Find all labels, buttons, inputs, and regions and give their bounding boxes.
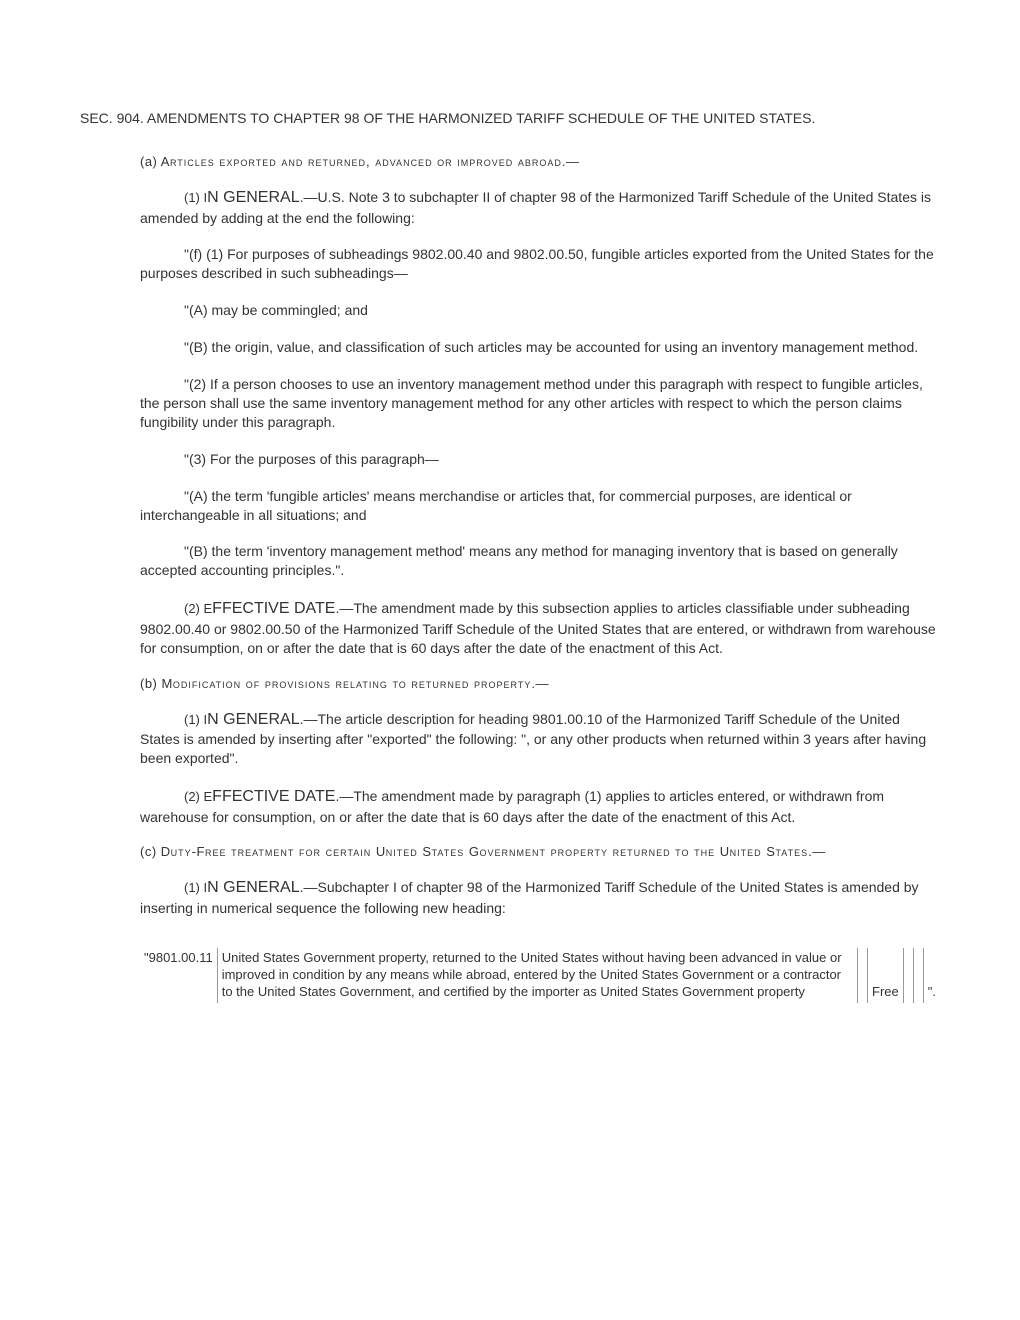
empty-col-1 bbox=[858, 948, 868, 1003]
section-title: SEC. 904. AMENDMENTS TO CHAPTER 98 OF TH… bbox=[80, 110, 940, 126]
sub-c-caps5: overnment property returned to the bbox=[480, 844, 720, 859]
sub-c-prefix: (c) D bbox=[140, 844, 171, 859]
sub-c-mid2: U bbox=[376, 844, 386, 859]
table-row: "9801.00.11 United States Government pro… bbox=[140, 948, 940, 1003]
empty-col-2 bbox=[903, 948, 913, 1003]
rate-col: Free bbox=[868, 948, 904, 1003]
empty-col-3 bbox=[913, 948, 923, 1003]
sub-c-caps3: nited bbox=[386, 844, 423, 859]
quote-f1: "(f) (1) For purposes of subheadings 980… bbox=[140, 245, 940, 283]
sub-b-p1: (1) IN GENERAL.—The article description … bbox=[140, 709, 940, 768]
article-description: United States Government property, retur… bbox=[217, 948, 857, 1003]
sub-c-caps4: tates bbox=[432, 844, 469, 859]
sub-b-suffix: .— bbox=[531, 676, 549, 691]
sub-c-caps7: tates bbox=[775, 844, 808, 859]
sub-b-prefix: (b) M bbox=[140, 676, 173, 691]
sub-a-suffix: .— bbox=[562, 154, 580, 169]
sub-c-mid5: U bbox=[720, 844, 730, 859]
sub-b-caps: odification of provisions relating to re… bbox=[173, 676, 532, 691]
sub-c-suffix: .— bbox=[808, 844, 826, 859]
subsection-b-heading: (b) Modification of provisions relating … bbox=[140, 676, 940, 691]
sub-a-p1: (1) IN GENERAL.—U.S. Note 3 to subchapte… bbox=[140, 187, 940, 227]
sub-c-mid4: G bbox=[469, 844, 480, 859]
sub-a-p2: (2) EFFECTIVE DATE.—The amendment made b… bbox=[140, 598, 940, 657]
quote-3-b: "(B) the term 'inventory management meth… bbox=[140, 542, 940, 580]
sub-c-mid1: -F bbox=[192, 844, 205, 859]
c-p1-num: (1) I bbox=[184, 880, 207, 895]
tariff-table: "9801.00.11 United States Government pro… bbox=[140, 948, 940, 1003]
sub-c-p1: (1) IN GENERAL.—Subchapter I of chapter … bbox=[140, 877, 940, 917]
sub-c-caps2: ree treatment for certain bbox=[205, 844, 376, 859]
sub-c-mid3: S bbox=[422, 844, 431, 859]
p1-num: (1) I bbox=[184, 190, 207, 205]
closing-quote: ". bbox=[923, 948, 940, 1003]
quote-f1-b: "(B) the origin, value, and classificati… bbox=[140, 338, 940, 357]
sub-a-prefix: (a) A bbox=[140, 154, 170, 169]
b-p2-num: (2) E bbox=[184, 789, 212, 804]
p2-num: (2) E bbox=[184, 601, 212, 616]
b-p2-big: FFECTIVE DATE bbox=[212, 788, 335, 805]
quote-3-a: "(A) the term 'fungible articles' means … bbox=[140, 487, 940, 525]
sub-b-p2: (2) EFFECTIVE DATE.—The amendment made b… bbox=[140, 786, 940, 826]
c-p1-big: N GENERAL bbox=[207, 879, 299, 896]
sub-a-caps: rticles exported and returned, advanced … bbox=[170, 154, 562, 169]
subsection-c-heading: (c) Duty-Free treatment for certain Unit… bbox=[140, 844, 940, 859]
sub-c-caps6: nited bbox=[730, 844, 767, 859]
p2-big: FFECTIVE DATE bbox=[212, 600, 335, 617]
sub-c-caps1: uty bbox=[171, 844, 192, 859]
quote-2: "(2) If a person chooses to use an inven… bbox=[140, 375, 940, 432]
heading-number: "9801.00.11 bbox=[140, 948, 217, 1003]
quote-f1-a: "(A) may be commingled; and bbox=[140, 301, 940, 320]
subsection-a-heading: (a) Articles exported and returned, adva… bbox=[140, 154, 940, 169]
b-p1-num: (1) I bbox=[184, 712, 207, 727]
quote-3: "(3) For the purposes of this paragraph— bbox=[140, 450, 940, 469]
b-p1-big: N GENERAL bbox=[207, 711, 299, 728]
p1-big: N GENERAL bbox=[207, 189, 299, 206]
